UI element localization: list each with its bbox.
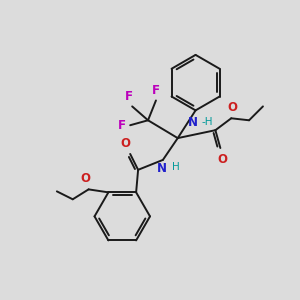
Text: O: O xyxy=(120,137,130,150)
Text: O: O xyxy=(217,153,227,166)
Text: O: O xyxy=(227,101,237,114)
Text: -H: -H xyxy=(202,117,213,127)
Text: N: N xyxy=(188,116,198,129)
Text: H: H xyxy=(172,162,179,172)
Text: N: N xyxy=(157,162,167,175)
Text: O: O xyxy=(81,172,91,185)
Text: F: F xyxy=(118,119,126,132)
Text: F: F xyxy=(125,90,133,104)
Text: F: F xyxy=(152,85,160,98)
